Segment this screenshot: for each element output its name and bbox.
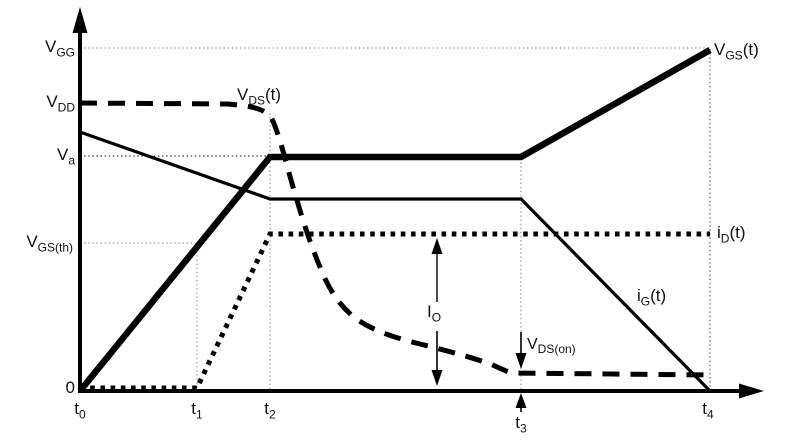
vdson-annotation-label: VDS(on)	[527, 336, 576, 357]
io-up-arrow-icon	[431, 238, 443, 254]
vgs-curve	[77, 47, 712, 394]
x-label-t3: t3	[515, 413, 527, 436]
vdson-arrow-icon	[515, 353, 527, 369]
x-axis-arrow-icon	[739, 383, 764, 399]
y-axis-arrow-icon	[72, 7, 88, 33]
y-label-vdd: VDD	[46, 92, 75, 115]
io-down-arrow-icon	[431, 370, 443, 386]
ig-curve-label: iG(t)	[637, 286, 667, 309]
y-label-vgg: VGG	[44, 37, 75, 60]
x-label-t2: t2	[264, 399, 276, 422]
y-label-va: Va	[56, 145, 75, 168]
vds-curve	[79, 100, 711, 378]
x-label-t0: t0	[74, 399, 86, 422]
io-annotation-label: IO	[427, 302, 442, 325]
vds-curve-label: VDS(t)	[237, 85, 282, 108]
vgs-curve-label: VGS(t)	[714, 40, 759, 63]
x-label-t4: t4	[702, 399, 714, 422]
y-label-zero: 0	[65, 378, 75, 397]
ig-curve	[79, 130, 712, 393]
x-label-t1: t1	[191, 399, 203, 422]
id-curve-label: iD(t)	[717, 223, 746, 246]
id-curve	[80, 231, 710, 391]
y-label-vgsth: VGS(th)	[26, 232, 73, 255]
t3-arrow-icon	[515, 393, 527, 408]
